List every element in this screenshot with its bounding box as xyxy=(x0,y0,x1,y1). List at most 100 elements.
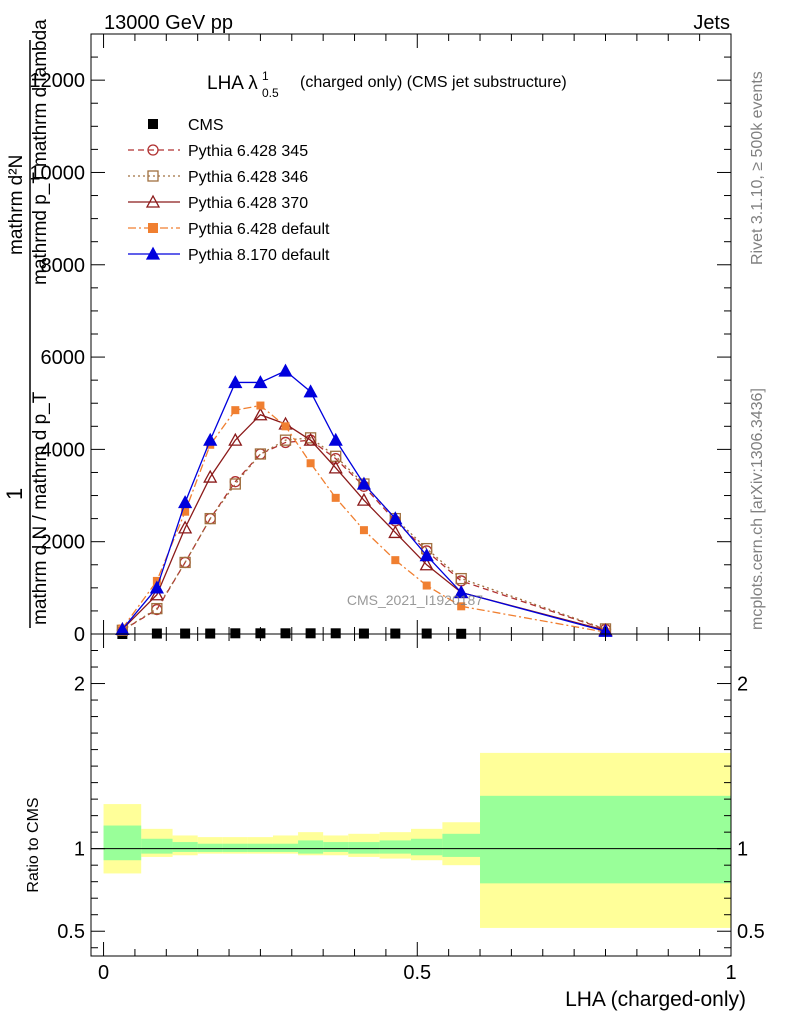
y-tick-label: 2000 xyxy=(41,532,86,554)
ratio-panel: 0.5 0.51 12 2 0 0.5 1 Ratio to CMS LHA (charg… xyxy=(25,633,765,1011)
x-tick-label: 0.5 xyxy=(403,962,431,984)
data-point xyxy=(356,492,372,506)
ratio-y-axis: 0.5 0.5 1 1 2 2 xyxy=(57,650,765,949)
ratio-y-tick-label-right: 2 xyxy=(737,674,748,696)
y-tick-label: 0 xyxy=(74,624,85,646)
data-point xyxy=(281,422,290,431)
ratio-y-tick-label: 0.5 xyxy=(57,921,85,943)
y-tick-label: 4000 xyxy=(41,439,86,461)
legend-label: CMS xyxy=(188,117,224,134)
legend-label: Pythia 8.170 default xyxy=(188,247,330,264)
data-point xyxy=(254,448,267,460)
data-point xyxy=(178,495,193,509)
ratio-band-bin xyxy=(298,840,324,854)
ratio-bands xyxy=(103,752,731,928)
ratio-y-tick-label: 2 xyxy=(74,674,85,696)
ratio-x-axis: 0 0.5 1 xyxy=(98,634,737,984)
data-point xyxy=(303,384,318,398)
legend-marker xyxy=(147,144,159,156)
data-point xyxy=(305,628,316,639)
data-point xyxy=(388,511,403,525)
legend-label: Pythia 6.428 default xyxy=(188,221,330,238)
ratio-band-bin xyxy=(442,833,481,857)
legend: CMS Pythia 6.428 345 Pythia 6.428 346 Pythi… xyxy=(128,117,330,264)
ratio-y-tick-label-right: 0.5 xyxy=(737,921,765,943)
data-point xyxy=(422,581,431,590)
legend-marker xyxy=(148,119,158,129)
legend-marker xyxy=(147,170,159,182)
header-right: Jets xyxy=(693,12,730,34)
data-point xyxy=(253,407,268,421)
header-left: 13000 GeV pp xyxy=(104,12,233,34)
data-point xyxy=(391,556,400,565)
data-point xyxy=(203,469,218,483)
ratio-band-bin xyxy=(480,795,731,884)
ratio-band-bin xyxy=(348,842,380,854)
data-point xyxy=(280,628,291,639)
data-point xyxy=(204,512,216,525)
data-point xyxy=(306,459,315,468)
data-point xyxy=(455,575,467,587)
ratio-y-label: Ratio to CMS xyxy=(25,797,42,892)
x-tick-label: 0 xyxy=(98,962,109,984)
data-point xyxy=(181,507,190,516)
y-label-denominator: mathrm d N / mathrm d p_T xyxy=(30,391,51,625)
y-label-numerator: mathrm d²N xyxy=(6,155,27,255)
data-point xyxy=(253,375,268,389)
data-point xyxy=(455,572,467,585)
y-label-numerator-2: mathrmd p_T mathrm d lambda xyxy=(30,19,51,285)
main-y-axis: 0 2000 4000 6000 8000 10000 12000 xyxy=(29,33,731,646)
data-point xyxy=(457,602,466,611)
title-sub: 0.5 xyxy=(262,86,279,100)
x-tick-label: 1 xyxy=(725,962,736,984)
ratio-band-bin xyxy=(222,843,248,852)
data-point xyxy=(278,363,293,377)
data-point xyxy=(388,525,403,539)
series-line xyxy=(121,404,606,633)
legend-entry: CMS xyxy=(148,117,224,134)
legend-label: Pythia 6.428 345 xyxy=(188,143,308,160)
legend-entry: Pythia 6.428 346 xyxy=(128,169,308,186)
main-series-group xyxy=(115,363,613,639)
data-point xyxy=(228,375,243,389)
legend-label: Pythia 6.428 346 xyxy=(188,169,308,186)
y-tick-label: 12000 xyxy=(29,70,85,92)
title-main: LHA λ xyxy=(207,73,258,94)
legend-entry: Pythia 6.428 345 xyxy=(128,143,308,160)
data-point xyxy=(279,434,292,446)
x-axis-label: LHA (charged-only) xyxy=(565,988,746,1011)
title-sup: 1 xyxy=(262,69,269,83)
data-point xyxy=(303,432,318,446)
ratio-band-bin xyxy=(141,838,173,854)
watermark: CMS_2021_I1920187 xyxy=(347,592,483,608)
series-pythia-8-170-default xyxy=(115,363,613,637)
legend-entry: Pythia 8.170 default xyxy=(128,246,330,264)
ratio-band-bin xyxy=(247,843,273,852)
data-point xyxy=(228,432,243,446)
y-tick-label: 8000 xyxy=(41,255,86,277)
rivet-label: Rivet 3.1.10, ≥ 500k events xyxy=(749,71,766,265)
data-point xyxy=(254,448,267,460)
legend-marker xyxy=(145,246,161,260)
data-point xyxy=(231,406,240,415)
ratio-band-bin xyxy=(379,840,411,854)
data-point xyxy=(203,432,218,446)
data-point xyxy=(419,548,434,562)
data-point xyxy=(330,450,342,462)
data-point xyxy=(178,520,193,534)
plot-title: LHA λ 1 0.5 (charged only) (CMS jet subs… xyxy=(207,69,567,100)
y-tick-label: 10000 xyxy=(29,162,85,184)
ratio-band-bin xyxy=(197,843,223,852)
series-line xyxy=(121,370,606,632)
data-point xyxy=(230,628,241,639)
ratio-band-bin xyxy=(323,842,349,852)
main-frame xyxy=(90,33,732,635)
legend-label: Pythia 6.428 370 xyxy=(188,195,308,212)
ratio-band-bin xyxy=(172,842,198,852)
data-point xyxy=(256,401,265,410)
ratio-band-bin xyxy=(411,838,443,856)
data-point xyxy=(356,476,372,490)
data-point xyxy=(151,602,163,615)
data-point xyxy=(454,585,469,599)
